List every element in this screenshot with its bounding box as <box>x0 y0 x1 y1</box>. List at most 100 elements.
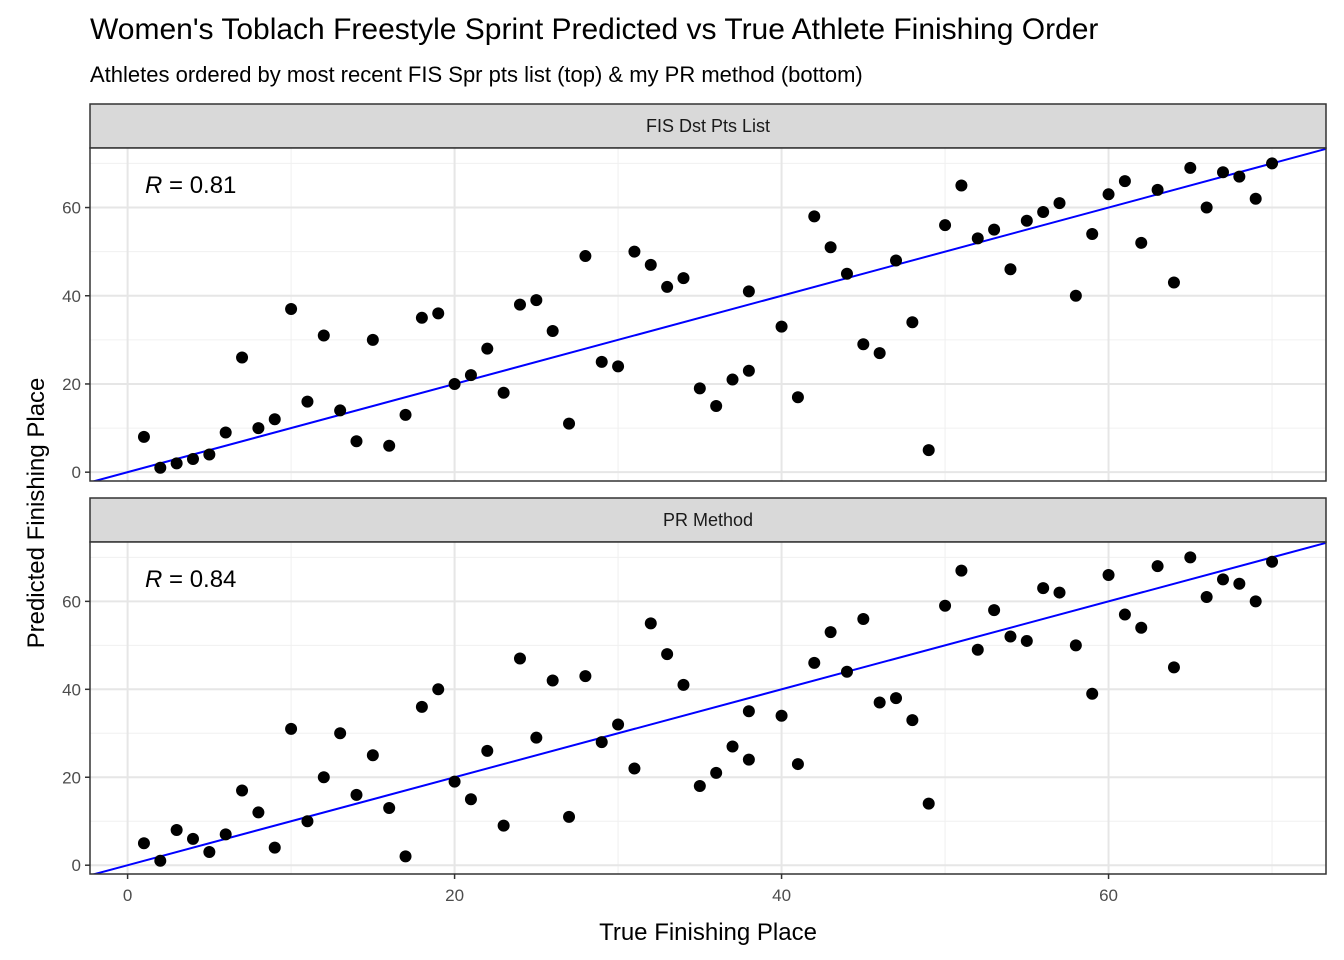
data-point <box>383 439 396 452</box>
data-point <box>726 740 739 753</box>
data-point <box>791 758 804 771</box>
data-point <box>1217 166 1229 179</box>
strip-background <box>89 497 1327 543</box>
data-point <box>710 400 723 413</box>
data-point <box>808 210 821 223</box>
data-point <box>1020 214 1033 227</box>
y-tick-label: 60 <box>62 199 81 218</box>
strip-label: FIS Dst Pts List <box>646 116 770 136</box>
data-point <box>203 448 216 461</box>
data-point <box>530 294 543 307</box>
data-point <box>317 771 330 784</box>
data-point <box>677 678 690 691</box>
data-point <box>1200 201 1213 214</box>
data-point <box>939 599 952 612</box>
data-point <box>236 784 249 797</box>
strip-label: PR Method <box>663 510 753 530</box>
data-point <box>1266 157 1279 170</box>
data-point <box>612 360 625 373</box>
data-point <box>1004 263 1017 276</box>
data-point <box>693 780 706 793</box>
data-point <box>939 219 952 232</box>
data-point <box>301 815 314 828</box>
data-point <box>808 656 821 669</box>
data-point <box>187 832 199 845</box>
data-point <box>890 692 903 705</box>
data-point <box>1249 595 1262 608</box>
data-point <box>464 793 477 806</box>
data-point <box>873 347 886 360</box>
data-point <box>366 749 379 762</box>
correlation-value: = 0.84 <box>162 566 236 593</box>
data-point <box>350 788 363 801</box>
data-point <box>922 444 935 457</box>
data-point <box>1053 586 1066 599</box>
data-point <box>742 705 755 718</box>
data-point <box>955 179 968 192</box>
data-point <box>595 736 608 749</box>
data-point <box>268 413 281 426</box>
data-point <box>693 382 706 395</box>
data-point <box>726 373 739 386</box>
data-point <box>906 316 919 329</box>
data-point <box>497 819 510 832</box>
data-point <box>1266 555 1279 568</box>
data-point <box>170 457 183 470</box>
data-point <box>824 241 837 254</box>
data-point <box>317 329 330 342</box>
data-point <box>415 311 428 324</box>
identity-line <box>91 148 1326 481</box>
data-point <box>1135 236 1148 249</box>
correlation-symbol: R <box>145 172 162 199</box>
data-point <box>661 648 674 661</box>
y-tick-label: 0 <box>72 856 81 875</box>
data-point <box>1184 161 1197 174</box>
data-point <box>563 810 576 823</box>
data-point <box>955 564 968 577</box>
strip-background <box>89 103 1327 149</box>
data-point <box>1167 661 1180 674</box>
x-tick-label: 60 <box>1099 886 1118 905</box>
data-point <box>710 766 723 779</box>
chart-title: Women's Toblach Freestyle Sprint Predict… <box>90 13 1098 46</box>
data-point <box>481 744 494 757</box>
data-point <box>873 696 886 709</box>
data-point <box>1069 289 1082 302</box>
y-axis-title: Predicted Finishing Place <box>23 378 50 649</box>
data-point <box>1004 630 1017 643</box>
y-tick-label: 0 <box>72 463 81 482</box>
data-point <box>579 250 592 263</box>
y-tick-label: 40 <box>62 287 81 306</box>
data-point <box>415 700 428 713</box>
data-point <box>742 364 755 377</box>
x-axis-title: True Finishing Place <box>599 919 817 946</box>
data-point <box>840 665 853 678</box>
data-point <box>432 307 445 320</box>
data-point <box>236 351 249 364</box>
data-point <box>628 245 641 258</box>
data-point <box>840 267 853 280</box>
data-point <box>170 824 183 837</box>
panel-2: PR Method R = 0.84 0 20 40 60 0 20 40 60 <box>62 497 1327 905</box>
data-point <box>432 683 445 696</box>
y-tick-label: 60 <box>62 592 81 611</box>
data-point <box>1069 639 1082 652</box>
correlation-symbol: R <box>145 566 162 593</box>
data-point <box>791 391 804 404</box>
data-point <box>775 320 788 333</box>
data-point <box>824 626 837 639</box>
data-point <box>1118 175 1131 188</box>
data-point <box>857 612 870 625</box>
data-point <box>1151 183 1164 196</box>
data-point <box>137 430 150 443</box>
data-point <box>742 285 755 298</box>
data-point <box>219 828 232 841</box>
data-point <box>448 377 461 390</box>
data-point <box>677 272 690 285</box>
data-point <box>513 652 526 665</box>
data-point <box>1020 634 1033 647</box>
data-point <box>988 604 1001 617</box>
data-point <box>137 837 150 850</box>
